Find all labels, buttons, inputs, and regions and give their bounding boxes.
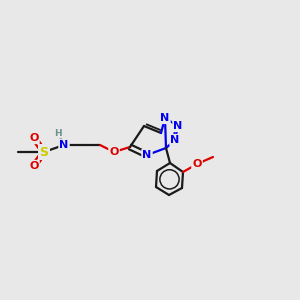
- Text: N: N: [142, 150, 152, 160]
- Text: H: H: [54, 128, 62, 137]
- Text: O: O: [192, 159, 202, 169]
- Text: N: N: [170, 135, 180, 145]
- Text: S: S: [40, 146, 49, 158]
- Text: O: O: [29, 133, 39, 143]
- Text: O: O: [29, 161, 39, 171]
- Text: O: O: [109, 147, 119, 157]
- Text: N: N: [59, 140, 69, 150]
- Text: N: N: [173, 121, 183, 131]
- Text: N: N: [160, 113, 169, 123]
